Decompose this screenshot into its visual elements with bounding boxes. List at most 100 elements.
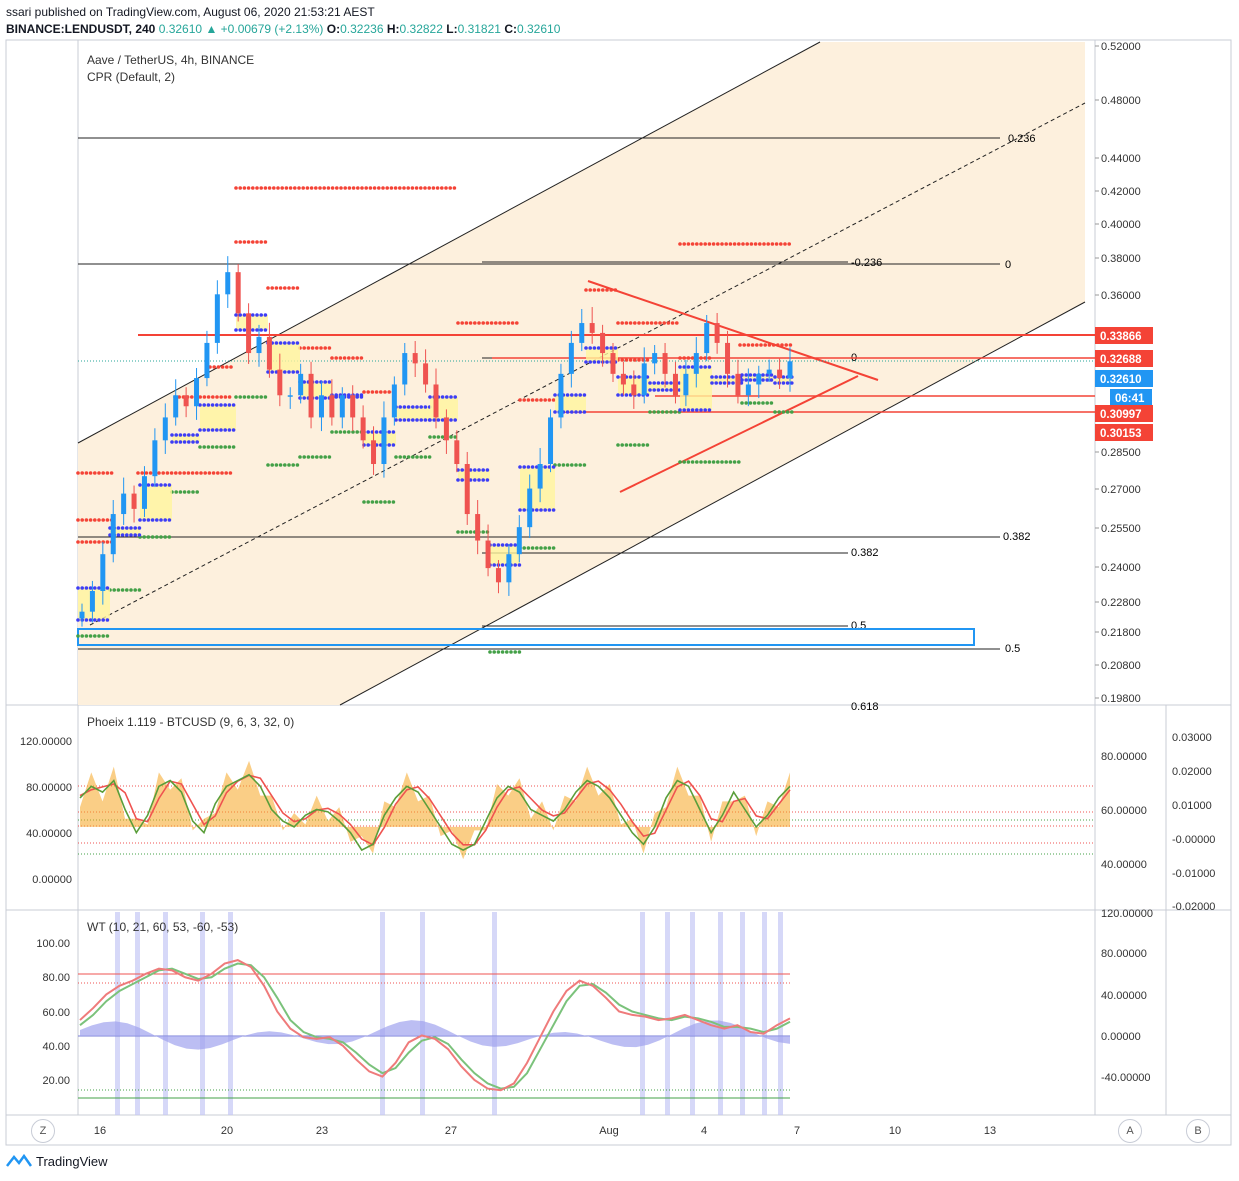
cpr-dot — [105, 618, 110, 622]
cpr-dot — [616, 321, 620, 325]
cpr-dot — [267, 186, 272, 190]
cpr-dot — [342, 356, 347, 360]
cpr-dot — [366, 390, 371, 394]
cpr-dot — [97, 471, 101, 475]
cpr-dot — [338, 356, 343, 360]
cpr-dot — [695, 460, 699, 464]
wt-pane[interactable]: WT (10, 21, 60, 53, -60, -53) 100.00 80.0… — [36, 908, 1153, 1115]
cpr-dot — [155, 518, 159, 522]
cpr-dot — [485, 468, 490, 472]
cpr-dot — [436, 435, 441, 439]
cpr-dot — [387, 390, 392, 394]
cpr-box — [364, 432, 396, 445]
cpr-dot — [394, 418, 398, 422]
price-tag-bg — [1095, 405, 1153, 422]
cpr-dot — [678, 460, 682, 464]
cpr-dot — [387, 500, 392, 504]
cpr-dot — [210, 428, 215, 432]
auto-scale-button[interactable]: A — [1118, 1119, 1142, 1143]
cpr-dot — [678, 242, 682, 246]
cpr-dot — [210, 445, 215, 449]
candle-body — [371, 440, 377, 465]
phoeix-left-tick: 40.00000 — [26, 828, 72, 840]
cpr-dot — [464, 321, 469, 325]
cpr-box — [268, 343, 300, 372]
cpr-dot — [500, 650, 505, 654]
cpr-dot — [427, 455, 432, 459]
cpr-dot — [518, 465, 522, 469]
cpr-dot — [263, 328, 268, 332]
candle-body — [631, 384, 637, 396]
cpr-dot — [498, 321, 502, 325]
cpr-dot — [513, 563, 517, 567]
candle-body — [89, 590, 95, 612]
cpr-dot — [177, 395, 181, 399]
time-axis[interactable]: 16 20 23 27 Aug 4 7 10 13 — [94, 1125, 996, 1137]
phoeix-pane[interactable]: Phoeix 1.119 - BTCUSD (9, 6, 3, 32, 0) 1… — [20, 715, 1215, 913]
cpr-dot — [423, 186, 427, 190]
cpr-dot — [302, 346, 307, 350]
cpr-dot — [780, 343, 784, 347]
zoom-corner-button[interactable]: Z — [31, 1119, 55, 1143]
cpr-dot — [231, 403, 236, 407]
b-scale-button[interactable]: B — [1186, 1119, 1210, 1143]
candle-body — [693, 353, 699, 374]
cpr-dot — [771, 343, 776, 347]
cpr-dot — [745, 242, 749, 246]
candle-body — [579, 323, 585, 343]
cpr-dot — [624, 358, 629, 362]
cpr-dot — [773, 381, 777, 385]
main-price-pane[interactable]: 0.236 -0.236 0 0 0.382 0.382 0.5 0.5 0.6… — [76, 41, 1095, 713]
candlestick-series — [79, 256, 793, 627]
cpr-dot — [605, 288, 609, 292]
cpr-dot — [665, 388, 669, 392]
phoeix-axis: 120.00000 80.00000 40.00000 0.00000 80.00000… — [20, 732, 1215, 913]
cpr-dot — [739, 381, 744, 385]
cpr-dot — [477, 468, 481, 472]
open-value: 0.32236 — [340, 22, 384, 36]
tradingview-footer[interactable]: TradingView — [6, 1153, 108, 1169]
cpr-dot — [781, 381, 786, 385]
cpr-dot — [669, 381, 673, 385]
cpr-dot — [84, 471, 89, 475]
cpr-dot — [255, 328, 259, 332]
candle-body — [173, 395, 179, 418]
wt-series — [78, 912, 791, 1115]
cpr-dot — [351, 356, 355, 360]
cpr-dot — [616, 443, 620, 447]
cpr-dot — [477, 478, 481, 482]
cpr-dot — [720, 242, 724, 246]
cpr-dot — [242, 395, 247, 399]
cpr-dot — [492, 650, 497, 654]
cpr-dot — [76, 518, 80, 522]
phoeix-right-tick: -0.00000 — [1172, 834, 1215, 846]
channel-fill — [78, 42, 1085, 705]
main-y-axis[interactable]: 0.52000 0.48000 0.44000 0.42000 0.40000 0.380… — [1095, 41, 1141, 705]
cpr-dot — [310, 346, 315, 350]
cpr-dot — [323, 380, 328, 384]
cpr-dot — [138, 518, 142, 522]
cpr-dot — [169, 471, 174, 475]
cpr-dot — [781, 375, 786, 379]
cpr-dot — [206, 403, 211, 407]
candle-body — [506, 554, 512, 583]
cpr-dot — [159, 483, 163, 487]
cpr-dot — [720, 460, 724, 464]
cpr-dot — [301, 186, 306, 190]
cpr-dot — [419, 405, 424, 409]
cpr-dot — [749, 242, 754, 246]
cpr-dot — [456, 530, 460, 534]
cpr-dot — [216, 471, 220, 475]
cpr-dot — [112, 588, 116, 592]
cpr-dot — [370, 500, 375, 504]
cpr-dot — [411, 418, 415, 422]
cpr-dot — [436, 418, 441, 422]
phoeix-right-tick: 0.02000 — [1172, 766, 1212, 778]
y-tick-label: 0.21800 — [1101, 627, 1141, 639]
cpr-dot — [88, 634, 93, 638]
cpr-dot — [136, 471, 140, 475]
cpr-dot — [492, 543, 497, 547]
cpr-dot — [752, 373, 757, 377]
candle-body — [777, 369, 783, 379]
